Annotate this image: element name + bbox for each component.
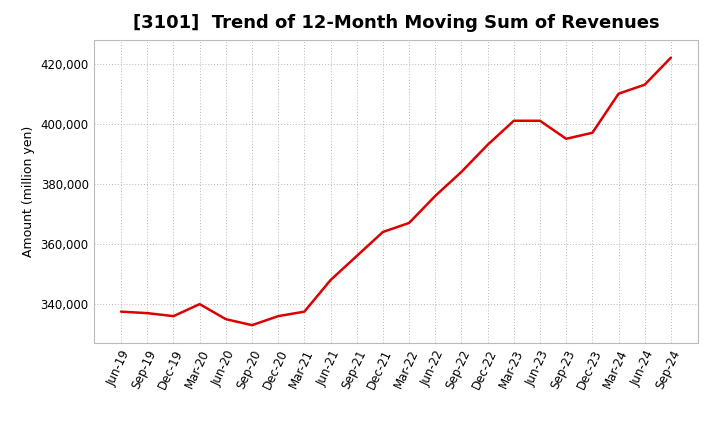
Title: [3101]  Trend of 12-Month Moving Sum of Revenues: [3101] Trend of 12-Month Moving Sum of R… (132, 15, 660, 33)
Y-axis label: Amount (million yen): Amount (million yen) (22, 126, 35, 257)
